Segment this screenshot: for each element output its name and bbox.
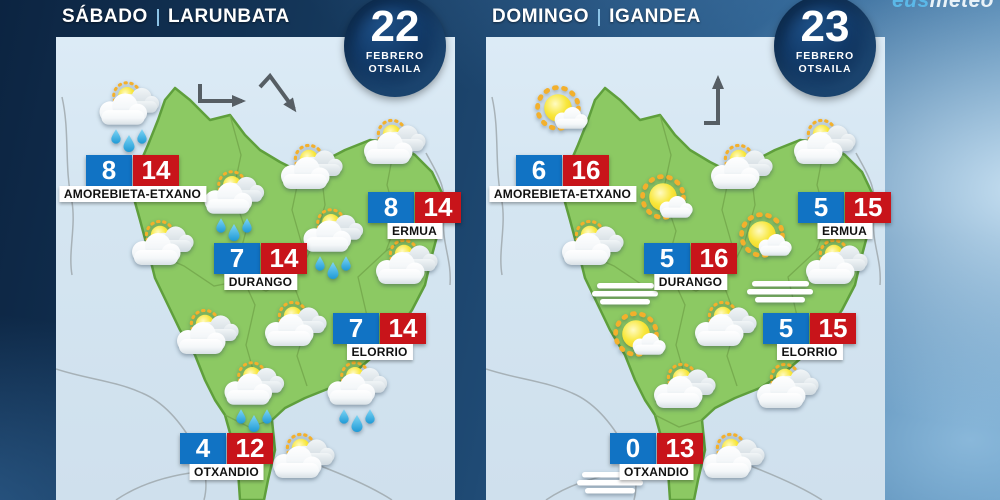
header-separator <box>156 8 159 26</box>
temp-max-elorrio: 14 <box>380 313 426 344</box>
forecast-map <box>486 75 881 500</box>
temp-max-durango: 14 <box>261 243 307 274</box>
map-area-saturday: 8 14 AMOREBIETA-ETXANO 8 14 ERMUA 7 14 DURANGO 7 1… <box>56 37 461 500</box>
temp-max-amorebieta: 14 <box>133 155 179 186</box>
header-separator <box>598 8 601 26</box>
temp-min-amorebieta: 6 <box>516 155 562 186</box>
panel-sunday: DOMINGO IGANDEA <box>486 0 891 500</box>
temp-min-durango: 5 <box>644 243 690 274</box>
weather-icon-sun-rain <box>99 81 160 152</box>
municipality-border <box>654 414 703 428</box>
logo-text-blue: eus <box>891 0 930 12</box>
weather-icon-sun-clouds <box>806 238 868 284</box>
weather-icon-sun-clouds <box>177 308 239 354</box>
weather-icon-sun-clouds <box>376 238 438 284</box>
panel-header-saturday: SÁBADO LARUNBATA <box>62 6 290 28</box>
day-name-basque: LARUNBATA <box>167 6 290 27</box>
temp-min-ermua: 8 <box>368 192 414 223</box>
weather-icon-sun-clouds <box>654 362 716 408</box>
month-basque: OTSAILA <box>798 63 852 75</box>
wind-direction-arrow <box>704 75 724 125</box>
temp-max-ermua: 15 <box>845 192 891 223</box>
wind-direction-arrow <box>198 84 246 107</box>
weather-icon-sun-clouds <box>711 143 773 189</box>
weather-icon-sun-rain <box>303 208 364 279</box>
date-badge-saturday: 22 FEBRERO OTSAILA <box>344 0 446 97</box>
broadcaster-logo: eusmeteo <box>892 0 994 13</box>
map-area-sunday: 6 16 AMOREBIETA-ETXANO 5 15 ERMUA 5 16 DURANGO 5 1… <box>486 37 891 500</box>
month-spanish: FEBRERO <box>795 50 855 62</box>
weather-icon-sun-clouds <box>562 219 624 265</box>
weather-icon-sun-clouds <box>273 432 335 478</box>
temp-max-ermua: 14 <box>415 192 461 223</box>
temp-max-durango: 16 <box>691 243 737 274</box>
wind-direction-arrow <box>258 72 297 113</box>
weather-icon-fog <box>592 283 658 305</box>
weather-icon-sunny-cloud <box>739 212 792 258</box>
weather-icon-sunny-cloud <box>535 85 588 131</box>
weather-icon-sun-clouds <box>703 432 765 478</box>
weather-icon-sun-rain <box>224 361 285 432</box>
temp-min-elorrio: 7 <box>333 313 379 344</box>
sea-boundary-line <box>317 464 393 500</box>
sea-boundary-line <box>115 472 191 500</box>
temp-max-elorrio: 15 <box>810 313 856 344</box>
day-name-basque: IGANDEA <box>609 6 701 27</box>
town-label-amorebieta: AMOREBIETA-ETXANO <box>58 186 207 202</box>
weather-icon-sun-clouds <box>794 118 856 164</box>
weather-icon-sun-clouds <box>265 300 327 346</box>
town-label-otxandio: OTXANDIO <box>189 464 264 480</box>
weather-icon-fog <box>747 281 813 303</box>
forecast-map <box>56 72 451 500</box>
town-label-ermua: ERMUA <box>387 223 442 239</box>
sea-boundary-line <box>747 464 823 500</box>
weather-icon-sun-clouds <box>695 300 757 346</box>
weather-icon-sun-clouds <box>757 362 819 408</box>
temp-min-durango: 7 <box>214 243 260 274</box>
weather-icon-sun-clouds <box>132 219 194 265</box>
weather-icon-sun-clouds <box>281 143 343 189</box>
weather-icon-sunny-cloud <box>640 174 693 220</box>
weather-icon-sun-rain <box>327 361 388 432</box>
town-label-amorebieta: AMOREBIETA-ETXANO <box>488 186 637 202</box>
panel-saturday: SÁBADO LARUNBATA <box>56 0 461 500</box>
temp-max-amorebieta: 16 <box>563 155 609 186</box>
weather-icon-sunny-cloud <box>613 311 666 357</box>
town-label-elorrio: ELORRIO <box>346 344 413 360</box>
temp-min-ermua: 5 <box>798 192 844 223</box>
logo-text-white: meteo <box>929 0 994 12</box>
month-spanish: FEBRERO <box>365 50 425 62</box>
temp-min-otxandio: 0 <box>610 433 656 464</box>
weather-icon-sun-rain <box>204 170 265 241</box>
town-label-durango: DURANGO <box>653 274 728 290</box>
panel-header-sunday: DOMINGO IGANDEA <box>492 6 701 28</box>
town-label-durango: DURANGO <box>223 274 298 290</box>
temp-max-otxandio: 12 <box>227 433 273 464</box>
weather-icon-sun-clouds <box>364 118 426 164</box>
temp-min-elorrio: 5 <box>763 313 809 344</box>
temp-max-otxandio: 13 <box>657 433 703 464</box>
month-basque: OTSAILA <box>368 63 422 75</box>
day-name-spanish: SÁBADO <box>62 6 148 27</box>
temp-min-otxandio: 4 <box>180 433 226 464</box>
town-label-elorrio: ELORRIO <box>776 344 843 360</box>
date-number: 22 <box>370 2 420 51</box>
date-badge-sunday: 23 FEBRERO OTSAILA <box>774 0 876 97</box>
town-label-ermua: ERMUA <box>817 223 872 239</box>
date-number: 23 <box>800 2 850 51</box>
temp-min-amorebieta: 8 <box>86 155 132 186</box>
town-label-otxandio: OTXANDIO <box>619 464 694 480</box>
day-name-spanish: DOMINGO <box>492 6 590 27</box>
